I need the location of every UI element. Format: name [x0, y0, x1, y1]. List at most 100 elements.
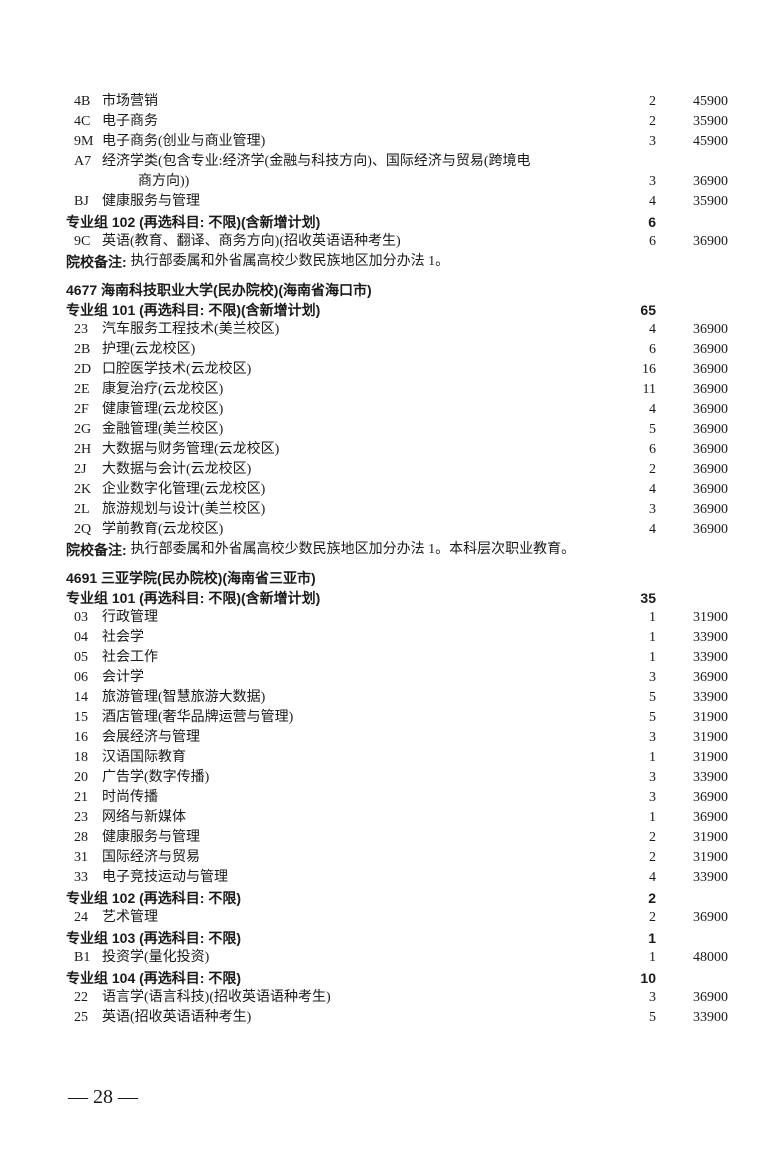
plan-count: 35 — [640, 590, 656, 606]
major-row: 20 广告学(数字传播) 3 33900 — [66, 768, 728, 788]
major-name: 行政管理 — [102, 610, 158, 625]
major-name: 大数据与财务管理(云龙校区) — [102, 442, 280, 457]
major-code: 2B — [74, 342, 91, 357]
major-code: 16 — [74, 730, 88, 745]
major-row: 16 会展经济与管理 3 31900 — [66, 728, 728, 748]
major-code: 20 — [74, 770, 88, 785]
group-name: 专业组 101 (再选科目: 不限)(含新增计划) — [66, 590, 321, 606]
major-code: 2L — [74, 502, 90, 517]
plan-count: 4 — [649, 870, 656, 885]
major-row: 14 旅游管理(智慧旅游大数据) 5 33900 — [66, 688, 728, 708]
plan-count: 2 — [649, 94, 656, 109]
major-row: 2B 护理(云龙校区) 6 36900 — [66, 340, 728, 360]
major-code: 23 — [74, 810, 88, 825]
school-note: 院校备注: 执行部委属和外省属高校少数民族地区加分办法 1。本科层次职业教育。 — [66, 540, 728, 560]
tuition-fee: 33900 — [693, 770, 728, 785]
plan-count: 3 — [649, 134, 656, 149]
tuition-fee: 31900 — [693, 830, 728, 845]
major-name: 广告学(数字传播) — [102, 770, 210, 785]
plan-count: 3 — [649, 730, 656, 745]
major-code: 2G — [74, 422, 92, 437]
major-name: 健康管理(云龙校区) — [102, 402, 224, 417]
tuition-fee: 36900 — [693, 522, 728, 537]
tuition-fee: 36900 — [693, 790, 728, 805]
major-row: 2K 企业数字化管理(云龙校区) 4 36900 — [66, 480, 728, 500]
major-row: B1 投资学(量化投资) 1 48000 — [66, 948, 728, 968]
major-row: 2J 大数据与会计(云龙校区) 2 36900 — [66, 460, 728, 480]
tuition-fee: 33900 — [693, 1010, 728, 1025]
major-code: 15 — [74, 710, 88, 725]
tuition-fee: 36900 — [693, 402, 728, 417]
tuition-fee: 36900 — [693, 422, 728, 437]
major-code: 2Q — [74, 522, 92, 537]
major-name: 旅游规划与设计(美兰校区) — [102, 502, 266, 517]
tuition-fee: 33900 — [693, 650, 728, 665]
major-name: 英语(招收英语语种考生) — [102, 1010, 252, 1025]
major-name: 酒店管理(奢华品牌运营与管理) — [102, 710, 294, 725]
major-group-header: 专业组 103 (再选科目: 不限) 1 — [66, 928, 728, 948]
major-row: 05 社会工作 1 33900 — [66, 648, 728, 668]
plan-count: 3 — [649, 790, 656, 805]
tuition-fee: 31900 — [693, 730, 728, 745]
major-row: 9M 电子商务(创业与商业管理) 3 45900 — [66, 132, 728, 152]
tuition-fee: 31900 — [693, 710, 728, 725]
major-name: 旅游管理(智慧旅游大数据) — [102, 690, 266, 705]
major-row: 9C 英语(教育、翻译、商务方向)(招收英语语种考生) 6 36900 — [66, 232, 728, 252]
major-name-continued: 商方向)) — [138, 174, 190, 189]
major-row: 18 汉语国际教育 1 31900 — [66, 748, 728, 768]
tuition-fee: 36900 — [693, 482, 728, 497]
plan-count: 3 — [649, 502, 656, 517]
major-row: 04 社会学 1 33900 — [66, 628, 728, 648]
tuition-fee: 36900 — [693, 362, 728, 377]
major-code: 9C — [74, 234, 91, 249]
major-code: B1 — [74, 950, 91, 965]
major-code: 24 — [74, 910, 88, 925]
major-row: 25 英语(招收英语语种考生) 5 33900 — [66, 1008, 728, 1028]
major-code: 2F — [74, 402, 89, 417]
tuition-fee: 36900 — [693, 462, 728, 477]
tuition-fee: 36900 — [693, 342, 728, 357]
admission-plan-table: 4B 市场营销 2 45900 4C 电子商务 2 35900 9M 电子商务(创业与商业管理) 3… — [66, 92, 728, 1028]
tuition-fee: 48000 — [693, 950, 728, 965]
major-code: 18 — [74, 750, 88, 765]
major-name: 时尚传播 — [102, 790, 158, 805]
major-code: 4C — [74, 114, 91, 129]
major-row: 24 艺术管理 2 36900 — [66, 908, 728, 928]
school-name: 4677 海南科技职业大学(民办院校)(海南省海口市) — [66, 282, 372, 298]
plan-count: 4 — [649, 322, 656, 337]
major-code: 04 — [74, 630, 88, 645]
major-name: 经济学类(包含专业:经济学(金融与科技方向)、国际经济与贸易(跨境电 — [102, 154, 531, 169]
plan-count: 3 — [649, 990, 656, 1005]
plan-count: 2 — [649, 850, 656, 865]
tuition-fee: 33900 — [693, 630, 728, 645]
plan-count: 5 — [649, 422, 656, 437]
tuition-fee: 35900 — [693, 194, 728, 209]
major-code: 06 — [74, 670, 88, 685]
major-row: 2L 旅游规划与设计(美兰校区) 3 36900 — [66, 500, 728, 520]
tuition-fee: 36900 — [693, 174, 728, 189]
tuition-fee: 36900 — [693, 442, 728, 457]
major-name: 健康服务与管理 — [102, 830, 200, 845]
group-name: 专业组 102 (再选科目: 不限)(含新增计划) — [66, 214, 321, 230]
plan-count: 2 — [649, 114, 656, 129]
group-name: 专业组 102 (再选科目: 不限) — [66, 890, 242, 906]
major-name: 口腔医学技术(云龙校区) — [102, 362, 252, 377]
major-group-header: 专业组 102 (再选科目: 不限)(含新增计划) 6 — [66, 212, 728, 232]
major-name: 护理(云龙校区) — [102, 342, 196, 357]
plan-count: 4 — [649, 522, 656, 537]
tuition-fee: 33900 — [693, 870, 728, 885]
plan-count: 3 — [649, 670, 656, 685]
major-row: 06 会计学 3 36900 — [66, 668, 728, 688]
major-row: A7 经济学类(包含专业:经济学(金融与科技方向)、国际经济与贸易(跨境电 — [66, 152, 728, 172]
tuition-fee: 36900 — [693, 670, 728, 685]
tuition-fee: 36900 — [693, 382, 728, 397]
major-name: 艺术管理 — [102, 910, 158, 925]
major-code: 2E — [74, 382, 90, 397]
tuition-fee: 31900 — [693, 750, 728, 765]
plan-count: 11 — [642, 382, 656, 397]
major-name: 社会工作 — [102, 650, 158, 665]
major-row: 2D 口腔医学技术(云龙校区) 16 36900 — [66, 360, 728, 380]
major-code: 28 — [74, 830, 88, 845]
major-name: 电子竞技运动与管理 — [102, 870, 228, 885]
plan-count: 1 — [649, 610, 656, 625]
